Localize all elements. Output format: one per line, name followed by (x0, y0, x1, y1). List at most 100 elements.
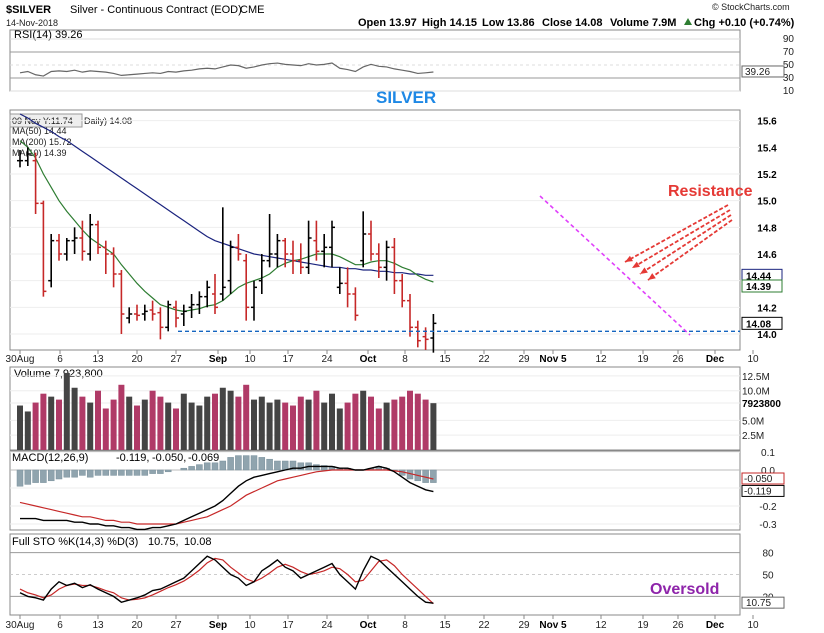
volume-bar (243, 384, 250, 450)
macd-histogram-bar (110, 469, 117, 476)
macd-histogram-bar (55, 469, 63, 480)
date-label-top: 29 (518, 354, 530, 365)
resistance-arrowhead (648, 273, 656, 280)
resistance-annotation: Resistance (668, 183, 753, 200)
volume-bar (422, 399, 429, 450)
sto-k-line (19, 555, 434, 604)
date-label-bottom: 13 (92, 620, 104, 631)
macd-signal-value: -0.050, (152, 452, 186, 464)
date-label-bottom: 26 (672, 620, 684, 631)
date-label-top: 22 (478, 354, 490, 365)
volume-bar (297, 396, 304, 450)
volume-bar (173, 408, 179, 450)
volume-bar (102, 408, 109, 450)
ma50-line (19, 113, 434, 276)
date-label-top: 26 (672, 354, 684, 365)
macd-histogram-bar (94, 469, 102, 476)
macd-histogram-bar (180, 467, 188, 471)
volume-bar (336, 408, 343, 450)
volume-bar (17, 405, 23, 450)
volume-bar (32, 402, 39, 450)
date-label-top: Dec (706, 354, 725, 365)
date-label-bottom: Oct (360, 620, 377, 631)
volume-bar (251, 399, 257, 450)
price-tick-label: 15.4 (757, 143, 777, 154)
date-label-top: Sep (209, 354, 227, 365)
resistance-arrowhead (640, 267, 648, 274)
volume-bar (24, 411, 31, 450)
sto-k-tag-text: 10.75 (746, 598, 771, 609)
sto-k-value: 10.75, (148, 536, 179, 548)
header-change: Chg +0.10 (+0.74%) (694, 17, 795, 29)
legend-ma10: MA(10) 14.39 (12, 148, 67, 158)
sto-tick-label: 50 (762, 571, 774, 582)
macd-frame (9, 450, 741, 531)
volume-bar (219, 387, 226, 450)
volume-bar (266, 402, 273, 450)
volume-bar (180, 393, 187, 450)
resistance-arrowhead (625, 255, 633, 262)
macd-histogram-bar (133, 469, 141, 476)
date-label-bottom: 27 (170, 620, 182, 631)
date-label-bottom: Sep (209, 620, 227, 631)
macd-histogram-bar (188, 466, 195, 471)
rsi-tick-label: 90 (783, 34, 795, 45)
date-label-top: 17 (282, 354, 294, 365)
volume-bar (258, 396, 265, 450)
price-frame (9, 109, 741, 351)
volume-bar (110, 399, 117, 450)
ma10-line (19, 140, 434, 312)
volume-bar (63, 372, 70, 450)
date-label-top: Nov 5 (539, 354, 567, 365)
macd-histogram-bar (149, 469, 156, 474)
sto-d-value: 10.08 (184, 536, 212, 548)
volume-bar (383, 402, 390, 450)
volume-tick-label: 10.0M (742, 387, 770, 398)
volume-bar (56, 399, 62, 450)
vol-frame (9, 366, 741, 451)
up-triangle-icon (684, 18, 692, 25)
macd-histogram-bar (125, 469, 133, 476)
sto-panel: Full STO %K(14,3) %D(3) 10.75, 10.08 Ove… (10, 536, 785, 609)
volume-bar (430, 403, 437, 450)
macd-histogram-bar (47, 469, 55, 482)
volume-tick-label: 7923800 (742, 399, 781, 410)
macd-histogram-bar (242, 455, 250, 471)
price-tick-label: 14.0 (757, 330, 777, 341)
volume-bar (149, 390, 156, 450)
date-label-top: 19 (637, 354, 649, 365)
volume-bar (48, 396, 55, 450)
date-label-bottom: 29 (518, 620, 530, 631)
volume-tick-label: 12.5M (742, 372, 770, 383)
rsi-value-tag (741, 65, 785, 78)
volume-bar (274, 399, 281, 450)
close-tag-text: 14.08 (746, 319, 771, 330)
macd-histogram-bar (211, 462, 219, 471)
rsi-line (19, 62, 434, 77)
header-close: Close 14.08 (542, 17, 603, 29)
macd-histogram-bar (219, 460, 227, 471)
chart-symbol: $SILVER (6, 4, 51, 16)
volume-bar (282, 402, 289, 450)
chart-date: 14-Nov-2018 (6, 18, 58, 28)
macd-histogram-bar (430, 469, 437, 483)
price-tick-label: 14.6 (757, 250, 777, 261)
macd-histogram-bar (102, 469, 110, 476)
header-low: Low 13.86 (482, 17, 535, 29)
volume-bar (212, 393, 218, 450)
volume-bar (313, 390, 320, 450)
volume-bar (414, 393, 421, 450)
volume-bar (118, 384, 125, 450)
volume-bar (227, 390, 234, 450)
volume-bar (134, 405, 140, 450)
date-label-bottom: 30Aug (6, 620, 35, 631)
oversold-annotation: Oversold (650, 581, 719, 598)
volume-bar (79, 396, 86, 450)
macd-histogram-bar (274, 460, 281, 471)
macd-histogram-bar (118, 469, 125, 476)
date-label-top: 27 (170, 354, 182, 365)
legend-ma50: MA(50) 14.44 (12, 126, 67, 136)
macd-tag-text: -0.119 (744, 486, 772, 497)
date-label-top: 8 (402, 354, 408, 365)
